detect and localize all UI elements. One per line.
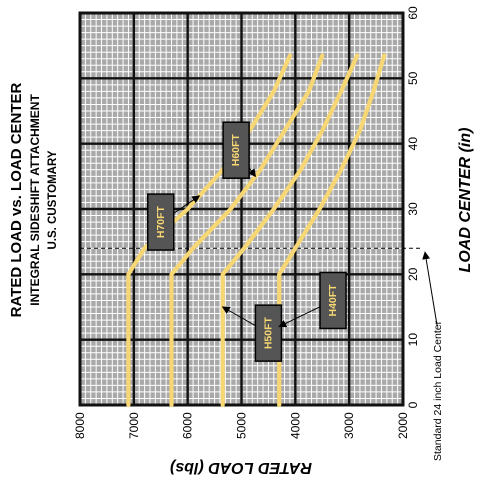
- y-tick-label: 8000: [73, 412, 87, 439]
- y-tick-label: 3000: [342, 412, 356, 439]
- series-label-h50ft: H50FT: [262, 317, 274, 350]
- chart-subtitle: INTEGRAL SIDESHIFT ATTACHMENT: [28, 94, 42, 306]
- x-tick-label: 50: [406, 71, 420, 85]
- x-tick-label: 0: [406, 401, 420, 408]
- y-tick-label: 7000: [127, 412, 141, 439]
- y-tick-label: 5000: [235, 412, 249, 439]
- series-line-h60ft: [169, 53, 325, 408]
- x-tick-label: 20: [406, 267, 420, 281]
- x-axis-label: LOAD CENTER (in): [457, 128, 474, 273]
- x-tick-label: 60: [406, 6, 420, 20]
- chart-subtitle-units: U.S. CUSTOMARY: [47, 150, 59, 249]
- y-tick-label: 2000: [396, 412, 410, 439]
- series-label-h40ft: H40FT: [327, 284, 339, 317]
- y-axis-label: RATED LOAD (lbs): [170, 459, 312, 476]
- plot-frame: [78, 11, 405, 407]
- x-tick-label: 40: [406, 137, 420, 151]
- series-line-h50ft: [220, 53, 360, 408]
- series-label-box: [147, 193, 175, 251]
- x-tick-label: 30: [406, 202, 420, 216]
- y-tick-label: 6000: [181, 412, 195, 439]
- plot-area: H70FT H60FT H50FT H40FT: [78, 11, 421, 408]
- series-label-box: [319, 271, 347, 330]
- series-label-box: [222, 121, 250, 179]
- series-label-h60ft: H60FT: [230, 134, 242, 167]
- series-label-h70ft: H70FT: [155, 205, 167, 238]
- reference-line-label: Standard 24 inch Load Center: [432, 320, 444, 461]
- series-line-h70ft: [126, 53, 293, 408]
- reference-note-arrow: [422, 251, 438, 326]
- series-line-h40ft: [277, 53, 387, 408]
- series-label-box: [254, 304, 283, 362]
- y-tick-label: 4000: [288, 412, 302, 439]
- chart-title: RATED LOAD vs. LOAD CENTER: [8, 82, 25, 317]
- axes: 8000 7000 6000 5000 4000 3000 2000 0 10 20 30 40 50 6…: [73, 6, 444, 461]
- x-tick-label: 10: [406, 333, 420, 347]
